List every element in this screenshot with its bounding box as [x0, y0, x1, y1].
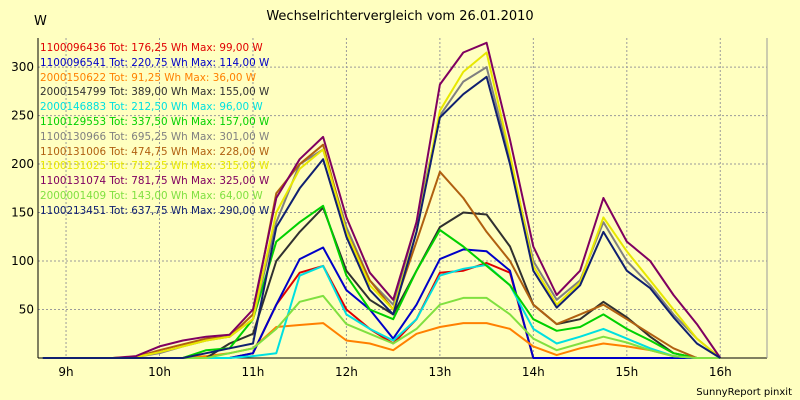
y-axis-unit: W	[34, 14, 47, 29]
x-tick-label: 11h	[242, 365, 265, 379]
x-tick-label: 12h	[335, 365, 358, 379]
x-tick-label: 13h	[428, 365, 451, 379]
series-line-1	[42, 262, 721, 359]
legend-entry-2: 1100096541 Tot: 220,75 Wh Max: 114,00 W	[40, 56, 270, 69]
y-tick-label: 150	[11, 206, 34, 220]
legend-entry-6: 1100129553 Tot: 337,50 Wh Max: 157,00 W	[40, 115, 270, 128]
footer-credit: SunnyReport pinxit	[696, 387, 792, 398]
legend-entry-8: 1100131006 Tot: 474,75 Wh Max: 228,00 W	[40, 145, 270, 158]
y-tick-label: 50	[19, 303, 34, 317]
x-tick-label: 9h	[58, 365, 73, 379]
legend: 1100096436 Tot: 176,25 Wh Max: 99,00 W 11…	[40, 41, 269, 219]
x-tick-label: 15h	[615, 365, 638, 379]
series-line-9	[42, 51, 721, 359]
series-line-12	[42, 75, 721, 359]
y-tick-label: 300	[11, 60, 34, 74]
x-tick-label: 10h	[148, 365, 171, 379]
legend-entry-4: 2000154799 Tot: 389,00 Wh Max: 155,00 W	[40, 86, 270, 99]
legend-entry-12: 1100213451 Tot: 637,75 Wh Max: 290,00 W	[40, 204, 270, 217]
y-axis-ticks: 50 100 150 200 250 300	[11, 60, 34, 316]
legend-entry-10: 1100131074 Tot: 781,75 Wh Max: 325,00 W	[40, 175, 270, 188]
legend-entry-7: 1100130966 Tot: 695,25 Wh Max: 301,00 W	[40, 130, 270, 143]
series-line-11	[42, 294, 721, 359]
grid-lines	[38, 38, 767, 358]
legend-entry-5: 2000146883 Tot: 212,50 Wh Max: 96,00 W	[40, 101, 263, 114]
chart-title: Wechselrichtervergleich vom 26.01.2010	[266, 9, 534, 24]
legend-entry-9: 1100131025 Tot: 712,25 Wh Max: 315,00 W	[40, 160, 270, 173]
y-tick-label: 100	[11, 254, 34, 268]
legend-entry-1: 1100096436 Tot: 176,25 Wh Max: 99,00 W	[40, 42, 263, 54]
y-tick-label: 250	[11, 109, 34, 123]
y-tick-label: 200	[11, 157, 34, 171]
series-line-8	[42, 143, 721, 359]
x-tick-label: 14h	[522, 365, 545, 379]
x-tick-label: 16h	[709, 365, 732, 379]
legend-entry-3: 2000150622 Tot: 91,25 Wh Max: 36,00 W	[40, 71, 257, 84]
legend-entry-11: 2000001409 Tot: 143,00 Wh Max: 64,00 W	[40, 189, 263, 202]
series-layer	[42, 41, 722, 359]
x-axis-ticks: 9h 10h 11h 12h 13h 14h 15h 16h	[58, 365, 731, 379]
series-line-10	[42, 41, 722, 359]
